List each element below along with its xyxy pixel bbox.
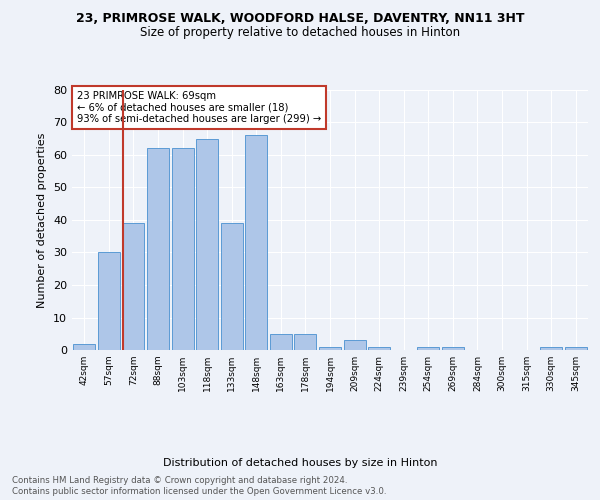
Bar <box>368 347 390 350</box>
Bar <box>319 347 341 350</box>
Bar <box>98 252 120 350</box>
Y-axis label: Number of detached properties: Number of detached properties <box>37 132 47 308</box>
Text: Contains HM Land Registry data © Crown copyright and database right 2024.: Contains HM Land Registry data © Crown c… <box>12 476 347 485</box>
Text: Contains public sector information licensed under the Open Government Licence v3: Contains public sector information licen… <box>12 487 386 496</box>
Bar <box>147 148 169 350</box>
Bar <box>295 334 316 350</box>
Bar <box>196 138 218 350</box>
Bar <box>122 223 145 350</box>
Bar <box>172 148 194 350</box>
Bar <box>270 334 292 350</box>
Bar <box>417 347 439 350</box>
Bar <box>73 344 95 350</box>
Bar <box>245 136 268 350</box>
Text: Distribution of detached houses by size in Hinton: Distribution of detached houses by size … <box>163 458 437 468</box>
Text: 23, PRIMROSE WALK, WOODFORD HALSE, DAVENTRY, NN11 3HT: 23, PRIMROSE WALK, WOODFORD HALSE, DAVEN… <box>76 12 524 26</box>
Bar <box>442 347 464 350</box>
Text: Size of property relative to detached houses in Hinton: Size of property relative to detached ho… <box>140 26 460 39</box>
Bar <box>565 347 587 350</box>
Text: 23 PRIMROSE WALK: 69sqm
← 6% of detached houses are smaller (18)
93% of semi-det: 23 PRIMROSE WALK: 69sqm ← 6% of detached… <box>77 92 322 124</box>
Bar <box>221 223 243 350</box>
Bar <box>344 340 365 350</box>
Bar <box>540 347 562 350</box>
